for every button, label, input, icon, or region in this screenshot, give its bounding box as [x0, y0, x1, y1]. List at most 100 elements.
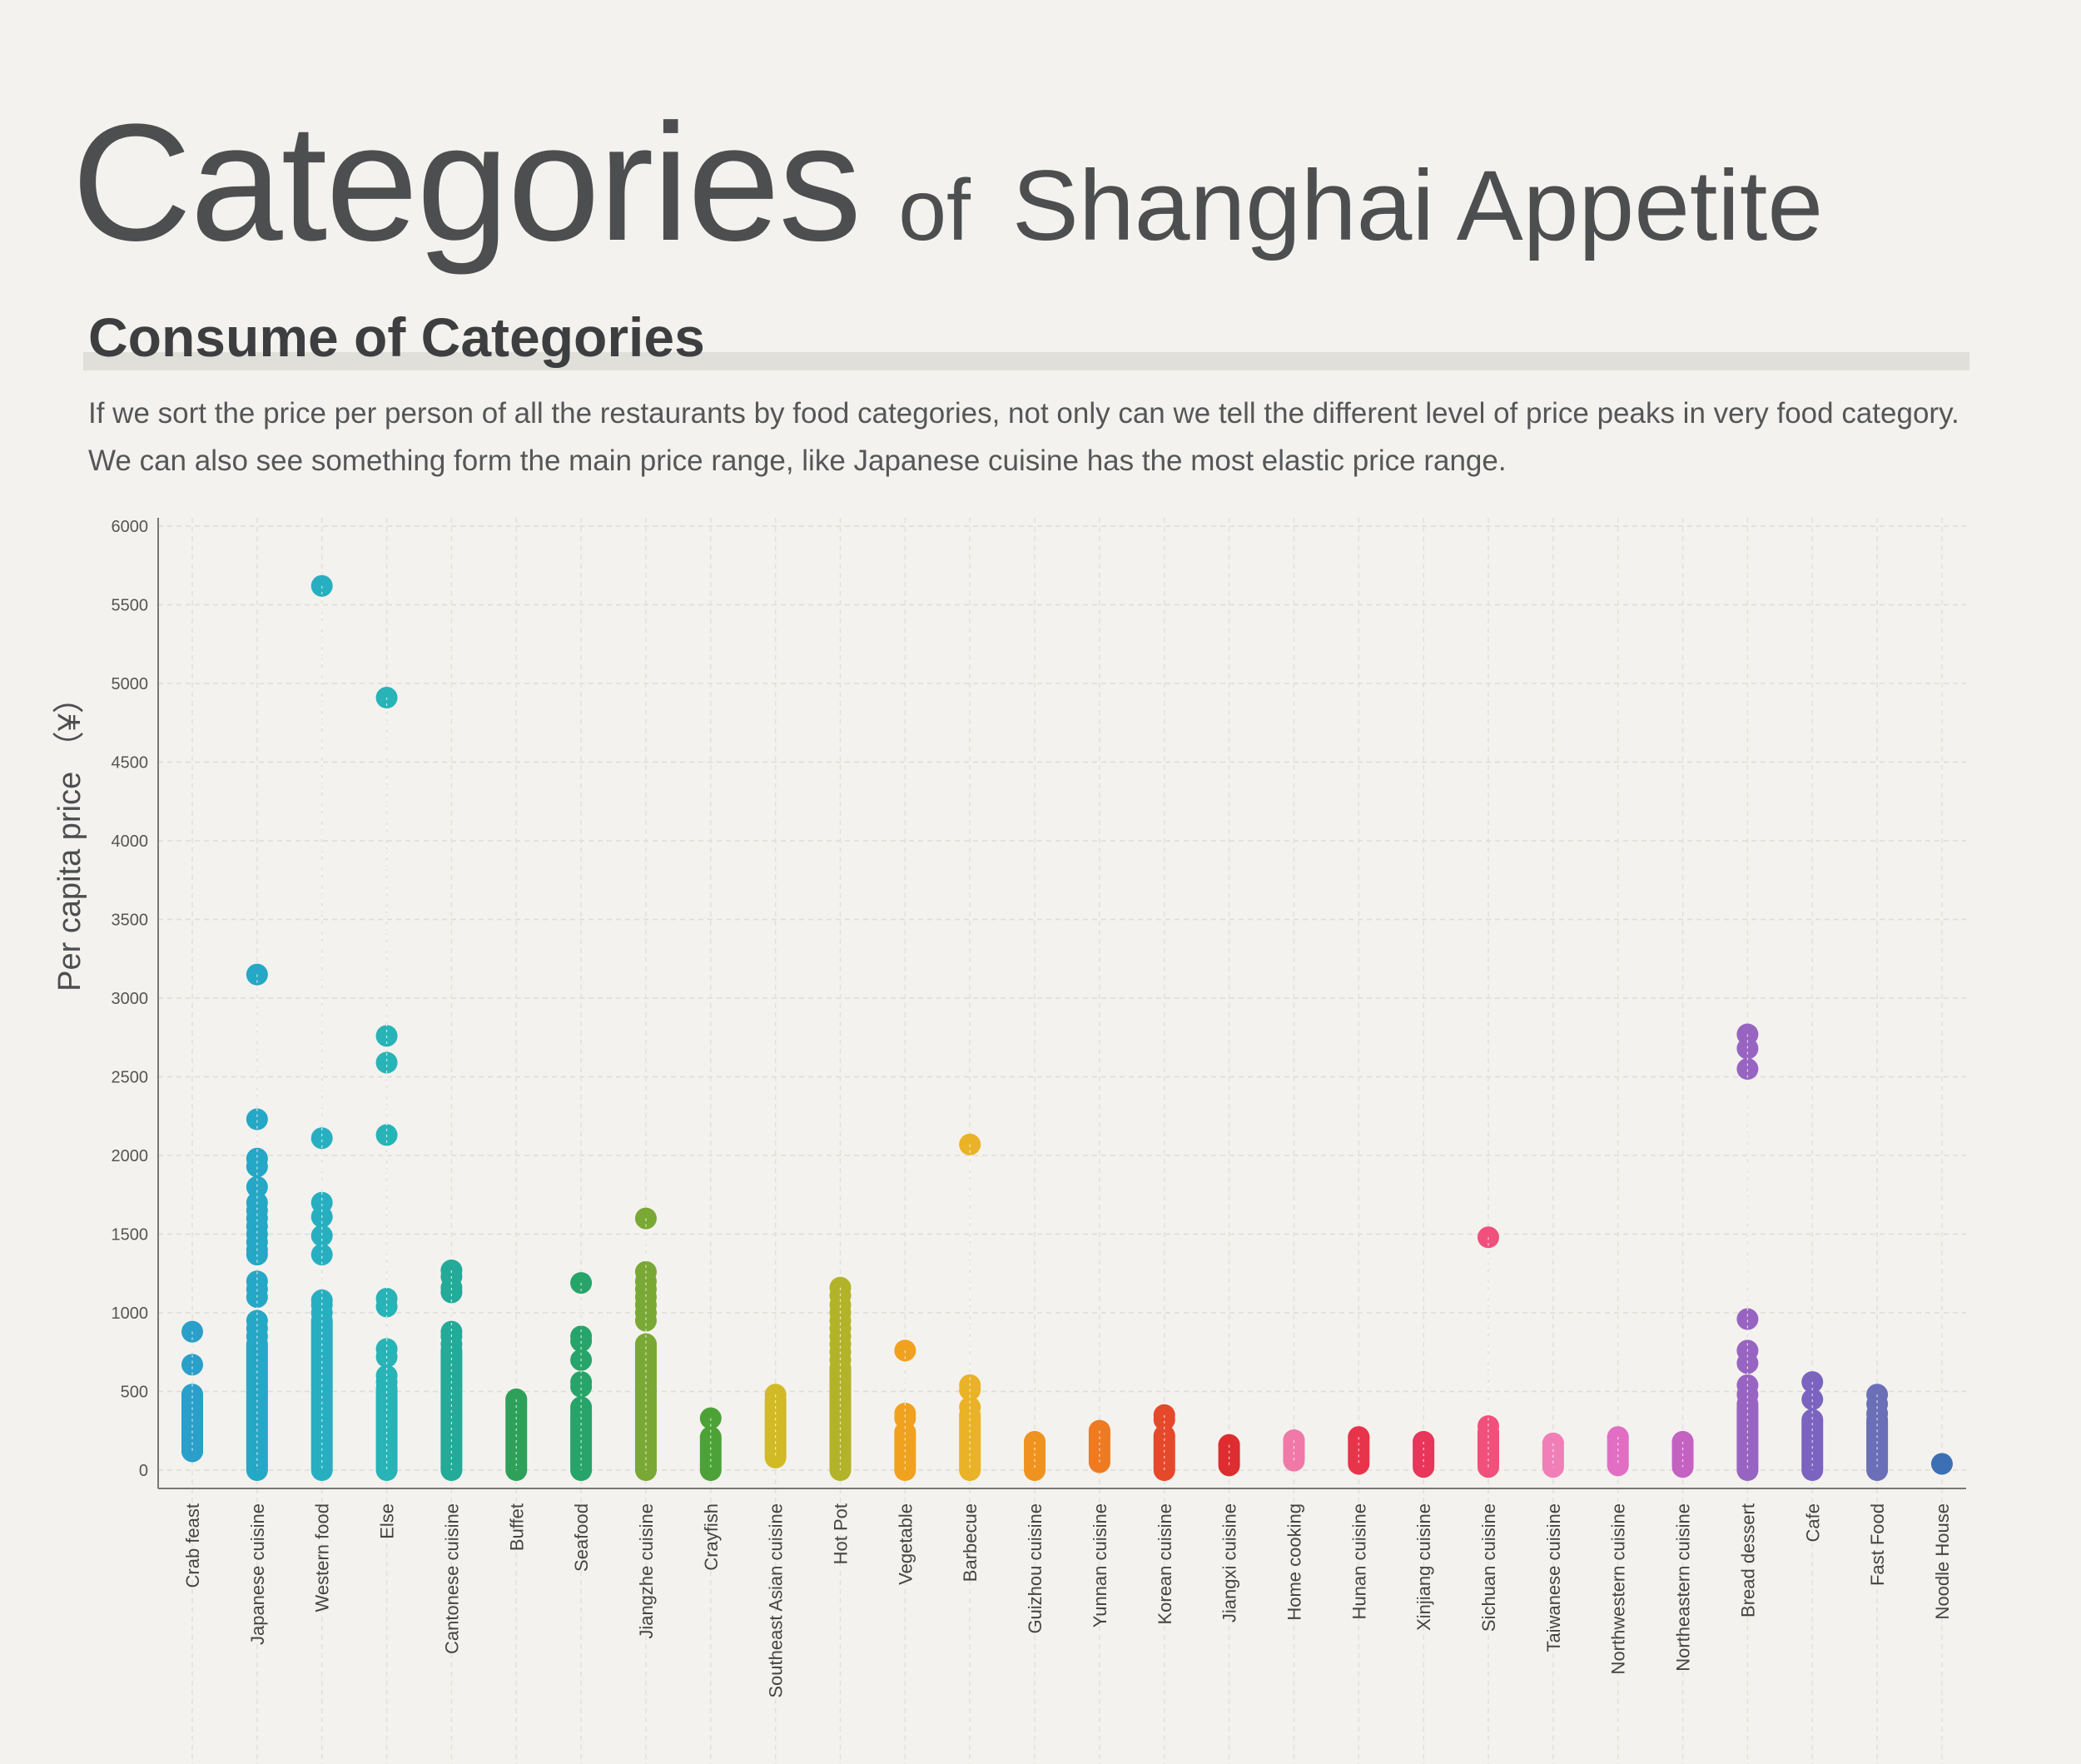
category-series-northwestern-cuisine [1607, 1426, 1629, 1477]
chart-description: If we sort the price per person of all t… [88, 390, 2003, 484]
title-word-shanghai-appetite: Shanghai Appetite [1011, 150, 1824, 261]
data-point [634, 1333, 657, 1355]
category-series-taiwanese-cuisine [1542, 1432, 1564, 1478]
x-category-label: Jiangxi cuisine [1219, 1503, 1240, 1622]
scatter-chart: 0 500 1000 1500 2000 2500 3000 3500 4000 4500 5000… [52, 518, 1966, 1764]
x-category-label: Noodle House [1932, 1503, 1953, 1619]
y-tick-label: 500 [121, 1384, 148, 1402]
data-point [375, 1051, 398, 1074]
y-tick-label: 3000 [112, 990, 149, 1008]
category-series-hunan-cuisine [1348, 1426, 1370, 1475]
title-word-of: of [898, 162, 971, 259]
axes [157, 518, 1966, 1489]
category-series-western-food [310, 574, 333, 1481]
category-series-guizhou-cuisine [1024, 1430, 1046, 1481]
data-point [1801, 1388, 1824, 1410]
x-category-label: Jiangzhe cuisine [636, 1503, 657, 1639]
data-point [1153, 1409, 1175, 1431]
category-series-home-cooking [1283, 1429, 1305, 1472]
x-category-label: Guizhou cuisine [1025, 1503, 1045, 1634]
data-point [375, 1295, 398, 1318]
data-point [310, 1302, 333, 1324]
data-point [570, 1330, 593, 1353]
x-category-label: Sichuan cuisine [1478, 1503, 1499, 1632]
data-point [1736, 1393, 1759, 1415]
x-category-label: Crayfish [701, 1503, 722, 1571]
y-axis-ticks: 0 500 1000 1500 2000 2500 3000 3500 4000 4500 5000… [112, 518, 149, 1480]
y-tick-label: 0 [139, 1462, 148, 1480]
category-series-cafe [1801, 1371, 1824, 1481]
data-point [959, 1404, 981, 1426]
category-series-xinjiang-cuisine [1413, 1430, 1435, 1478]
category-series-vegetable [894, 1339, 916, 1481]
subtitle-underline [83, 352, 1969, 370]
data-point [310, 1244, 333, 1266]
x-axis-labels: Crab feast Japanese cuisine Western food El… [182, 1503, 1953, 1698]
x-category-label: Taiwanese cuisine [1543, 1503, 1564, 1652]
data-point [440, 1333, 463, 1355]
y-tick-label: 4000 [112, 832, 149, 851]
chart-title: Categories of Shanghai Appetite [72, 100, 1823, 266]
data-point [375, 1371, 398, 1394]
data-point [1478, 1421, 1499, 1443]
category-series-bread-dessert [1736, 1023, 1759, 1481]
x-category-label: Bread dessert [1737, 1503, 1758, 1617]
y-tick-label: 1500 [112, 1226, 149, 1245]
data-point [181, 1440, 203, 1463]
category-series-korean-cuisine [1153, 1404, 1175, 1481]
title-word-categories: Categories [72, 90, 862, 276]
x-category-label: Seafood [571, 1503, 592, 1572]
y-tick-label: 4500 [112, 754, 149, 773]
category-series-noodle-house [1930, 1453, 1953, 1475]
grid-lines [158, 518, 1966, 1764]
data-point [310, 1225, 333, 1247]
data-point [1736, 1308, 1759, 1330]
y-tick-label: 2000 [112, 1147, 149, 1165]
description-line-2: We can also see something form the main … [88, 445, 1507, 477]
x-category-label: Korean cuisine [1155, 1503, 1175, 1625]
category-series-else [375, 687, 398, 1481]
category-series-jiangzhe-cuisine [634, 1207, 657, 1481]
data-point [440, 1281, 463, 1304]
x-category-label: Xinjiang cuisine [1413, 1503, 1434, 1631]
x-category-label: Cantonese cuisine [441, 1503, 462, 1654]
category-series-sichuan-cuisine [1478, 1226, 1499, 1478]
data-point [1736, 1058, 1759, 1081]
data-marks [181, 574, 1953, 1481]
x-category-label: Vegetable [895, 1503, 916, 1585]
category-series-cantonese-cuisine [440, 1259, 463, 1481]
category-series-fast-food [1866, 1384, 1889, 1481]
x-category-label: Japanese cuisine [247, 1503, 268, 1645]
x-category-label: Yunnan cuisine [1090, 1503, 1110, 1627]
data-point [1736, 1352, 1759, 1374]
x-category-label: Cafe [1802, 1503, 1823, 1542]
data-point [181, 1354, 203, 1376]
category-series-hot-pot [829, 1276, 852, 1481]
category-series-crayfish [699, 1407, 722, 1481]
category-series-seafood [570, 1272, 593, 1481]
y-tick-label: 3500 [112, 912, 149, 930]
x-category-label: Fast Food [1867, 1503, 1888, 1586]
data-point [181, 1320, 203, 1343]
data-point [1930, 1453, 1953, 1475]
description-line-1: If we sort the price per person of all t… [88, 397, 1959, 430]
category-series-barbecue [959, 1133, 981, 1481]
category-series-northeastern-cuisine [1671, 1430, 1694, 1478]
x-category-label: Barbecue [960, 1503, 981, 1582]
x-category-label: Buffet [506, 1503, 527, 1551]
x-category-label: Southeast Asian cuisine [766, 1503, 787, 1698]
data-point [1736, 1037, 1759, 1060]
x-category-label: Northwestern cuisine [1608, 1503, 1629, 1674]
x-category-label: Crab feast [182, 1503, 203, 1588]
x-category-label: Hot Pot [831, 1503, 852, 1564]
category-series-southeast-asian-cuisine [764, 1384, 787, 1468]
x-category-label: Hunan cuisine [1348, 1503, 1369, 1619]
y-tick-label: 2500 [112, 1069, 149, 1087]
y-tick-label: 6000 [112, 518, 149, 536]
category-series-yunnan-cuisine [1088, 1419, 1110, 1473]
data-point [1283, 1446, 1305, 1468]
y-tick-label: 1000 [112, 1304, 149, 1323]
category-series-buffet [505, 1388, 528, 1481]
y-tick-label: 5500 [112, 597, 149, 615]
chart-subtitle: Consume of Categories [88, 306, 705, 368]
